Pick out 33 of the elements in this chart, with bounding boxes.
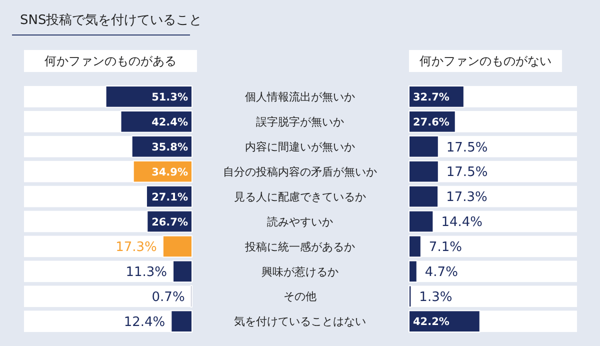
data-label: 17.3%: [116, 240, 157, 256]
data-label: 7.1%: [428, 240, 462, 256]
y-tick-label: その他: [284, 290, 316, 304]
data-label: 17.5%: [446, 140, 488, 156]
y-tick-label: 投稿に統一感があるか: [244, 240, 355, 254]
y-tick-label: 自分の投稿内容の矛盾が無いか: [223, 165, 377, 178]
data-label: 32.7%: [413, 91, 450, 104]
data-label: 27.6%: [413, 116, 450, 128]
data-label: 34.9%: [152, 166, 188, 178]
data-label: 42.2%: [413, 316, 450, 328]
y-tick-label: 読みやすいか: [267, 215, 333, 228]
data-label: 26.7%: [152, 216, 188, 228]
y-tick-label: 誤字脱字が無いか: [256, 115, 344, 128]
data-label: 17.5%: [446, 165, 488, 180]
data-label: 12.4%: [124, 315, 166, 330]
chart-title: SNS投稿で気を付けていること: [20, 13, 202, 28]
data-label: 14.4%: [441, 215, 483, 230]
chart-subtitle: 何かファンのものがある: [44, 54, 176, 68]
data-label: 4.7%: [424, 265, 458, 280]
data-label: 42.4%: [152, 116, 188, 128]
y-tick-label: 気を付けていることはない: [234, 315, 366, 328]
y-tick-label: 内容に間違いが無いか: [245, 140, 355, 154]
data-label: 17.3%: [446, 190, 488, 206]
data-label: 51.3%: [152, 91, 188, 104]
data-label: 27.1%: [152, 191, 188, 204]
y-tick-label: 個人情報流出が無いか: [245, 90, 355, 104]
y-tick-label: 興味が惹けるか: [262, 265, 338, 278]
data-label: 0.7%: [152, 290, 185, 306]
data-label: 11.3%: [126, 265, 168, 280]
data-label: 35.8%: [152, 141, 188, 154]
data-label: 1.3%: [419, 290, 452, 306]
y-tick-label: 見る人に配慮できているか: [234, 190, 366, 204]
chart-subtitle: 何かファンのものがない: [420, 54, 552, 68]
